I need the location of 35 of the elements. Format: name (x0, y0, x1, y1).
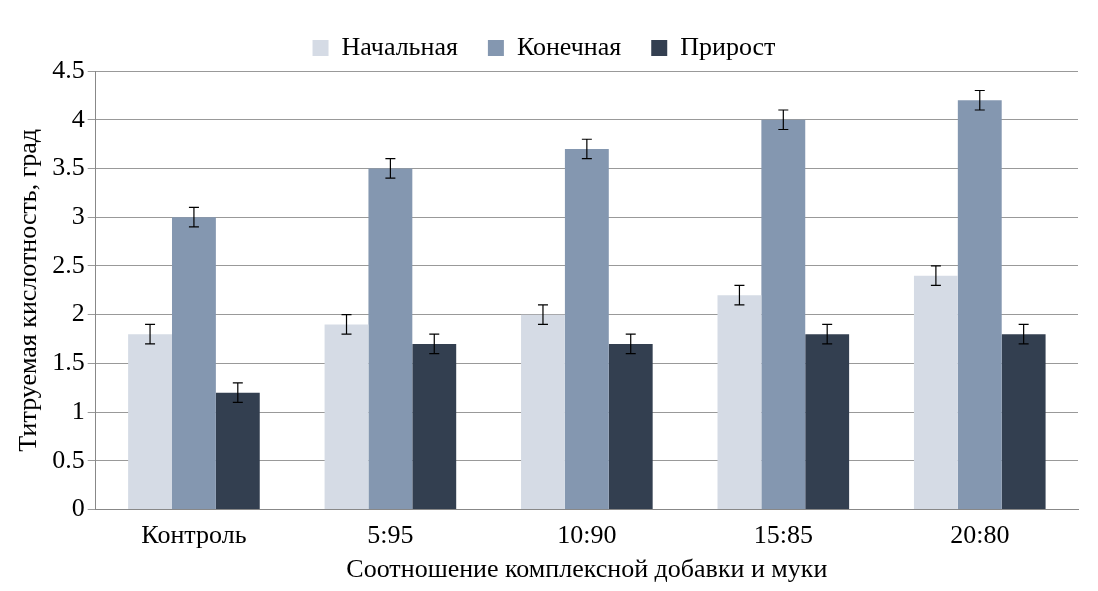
bar (805, 334, 850, 510)
x-tick-label: 20:80 (950, 520, 1010, 550)
bar (412, 343, 457, 510)
y-tick-label: 1 (71, 395, 85, 425)
y-tick-label: 2 (71, 298, 85, 328)
y-axis-title: Титруемая кислотность, град (13, 128, 43, 452)
x-tick-label: Контроль (141, 520, 247, 550)
y-tick-label: 4.5 (52, 54, 85, 84)
bar (913, 275, 958, 510)
bar (717, 295, 762, 510)
y-tick-label: 2.5 (52, 249, 85, 279)
y-tick-label: 0 (71, 493, 85, 523)
x-tick-label: 15:85 (753, 520, 813, 550)
bar (171, 217, 216, 510)
y-tick-label: 3 (71, 201, 85, 231)
legend-label: Прирост (680, 31, 776, 61)
x-tick-label: 5:95 (367, 520, 414, 550)
bar (761, 119, 806, 510)
bar (368, 168, 413, 510)
bar (1001, 334, 1046, 510)
y-tick-label: 3.5 (52, 152, 85, 182)
legend-label: Конечная (516, 31, 622, 61)
y-tick-label: 4 (71, 103, 85, 133)
legend-label: Начальная (341, 31, 458, 61)
bar (564, 148, 609, 510)
bar (957, 100, 1002, 510)
bar (215, 392, 260, 510)
x-axis-title: Соотношение комплексной добавки и муки (346, 554, 828, 584)
bar (608, 343, 653, 510)
y-tick-label: 1.5 (52, 347, 85, 377)
x-tick-label: 10:90 (557, 520, 617, 550)
bar (521, 314, 565, 510)
bar (324, 324, 369, 510)
bar (128, 334, 172, 510)
y-tick-label: 0.5 (52, 444, 85, 474)
